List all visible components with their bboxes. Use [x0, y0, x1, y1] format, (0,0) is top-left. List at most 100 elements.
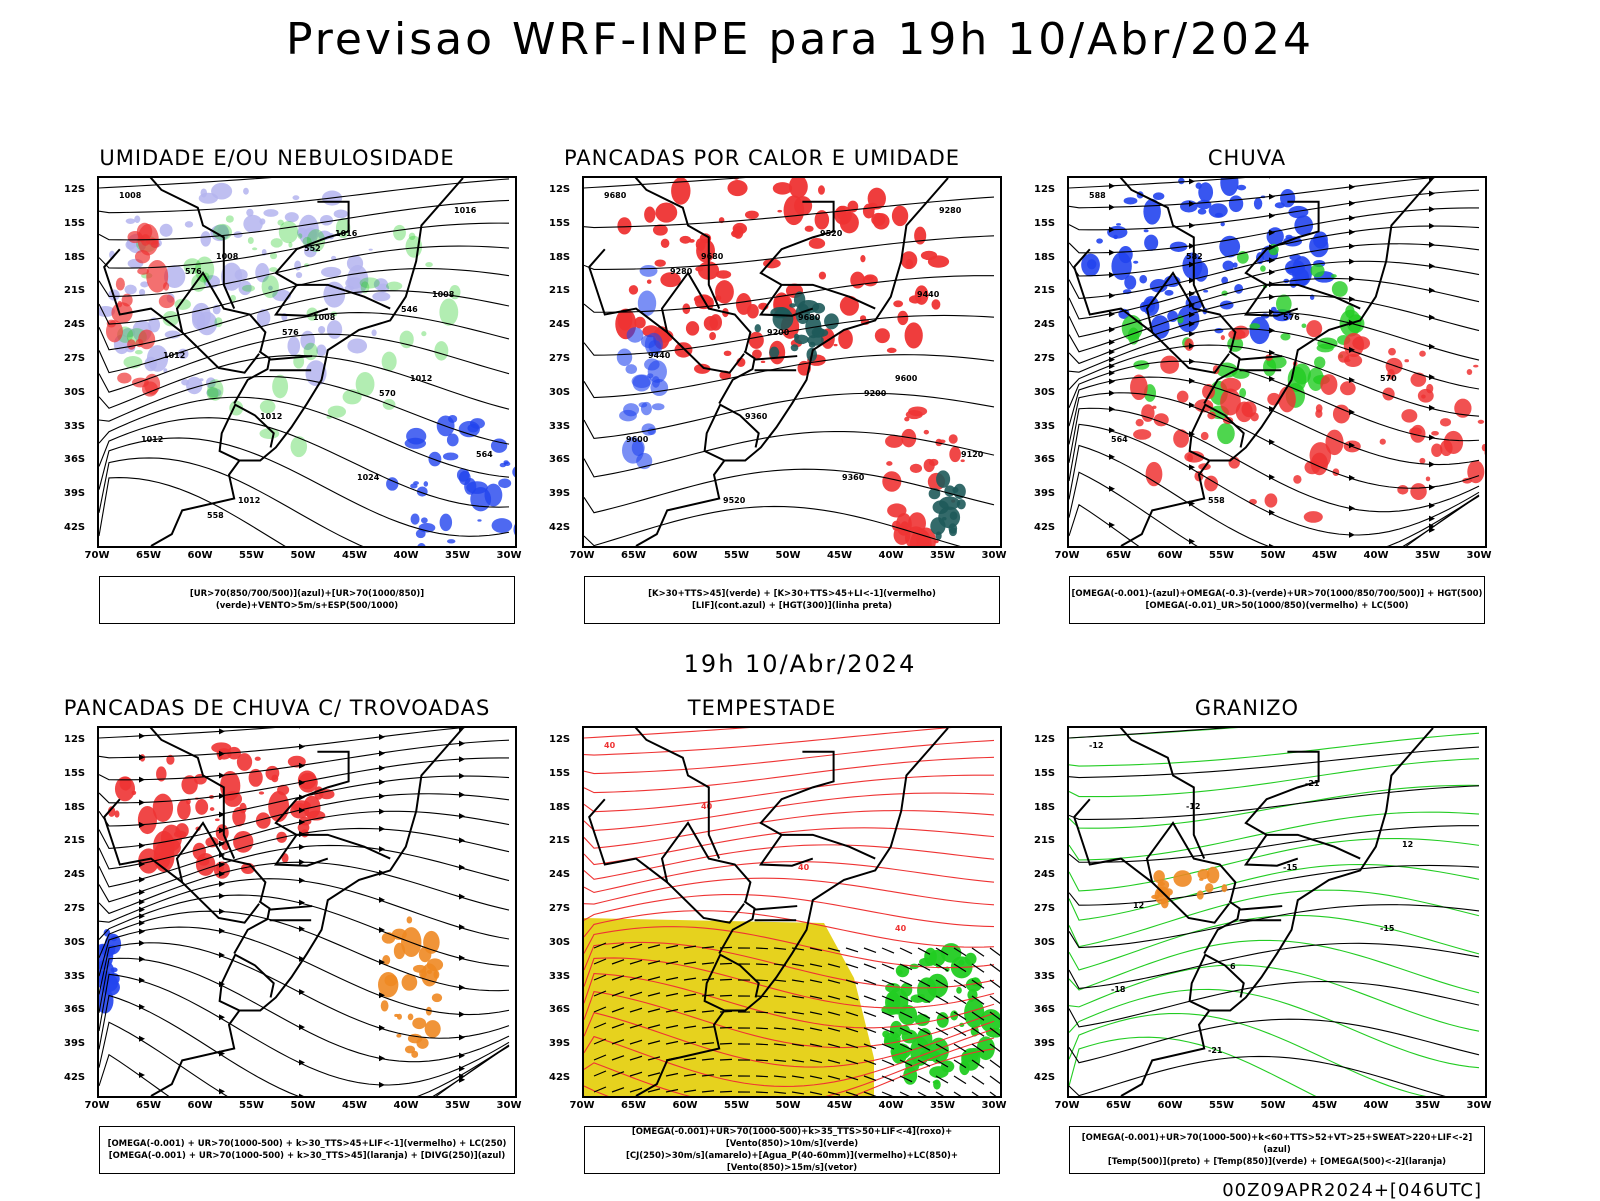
longitude-label: 50W: [776, 1100, 801, 1111]
latitude-label: 15S: [64, 768, 85, 779]
thunderstorm-red-field-cell: [216, 824, 229, 841]
convective-red-field-cell: [840, 296, 859, 316]
wind-vector: [882, 1060, 894, 1065]
rh-lavender-field-cell: [199, 193, 218, 204]
convective-red-field-cell: [761, 361, 766, 363]
contour-label: 1012: [410, 374, 432, 383]
convective-red-field-cell: [661, 239, 670, 248]
longitude-label: 70W: [85, 1100, 110, 1111]
omega-red-field-cell: [1333, 405, 1350, 424]
thunderstorm-orange-field-cell: [416, 1037, 428, 1048]
omega-blue-field-cell: [1220, 178, 1238, 196]
omega-green-field-cell: [1217, 423, 1235, 444]
omega-blue-field-cell: [1164, 290, 1173, 296]
thunderstorm-orange-field-cell: [412, 1018, 426, 1030]
rh-blue-field-cell: [421, 517, 428, 523]
longitude-label: 60W: [1158, 1100, 1183, 1111]
latitude-label: 27S: [1034, 353, 1055, 364]
flow-arrow: [1109, 311, 1115, 317]
wind-vector: [900, 948, 912, 954]
convective-red-field-cell: [905, 322, 923, 348]
latitude-label: 24S: [549, 319, 570, 330]
rh-green-field-cell: [242, 285, 255, 292]
convective-red-field-cell: [834, 344, 838, 346]
thickness-red-zone-cell: [116, 278, 125, 291]
convective-green-field-cell: [789, 303, 796, 307]
flow-arrow: [299, 900, 305, 906]
latitude-label: 36S: [64, 454, 85, 465]
lif-blue-contour-cell: [647, 373, 653, 378]
wind-vector: [882, 948, 894, 953]
map-trovoadas[interactable]: [97, 726, 517, 1098]
omega-red-field-cell: [1431, 431, 1439, 436]
convective-red-field-cell: [961, 459, 965, 462]
contour-label: 564: [476, 450, 493, 459]
flow-arrow: [1269, 194, 1275, 200]
omega-red-field: [1130, 320, 1485, 523]
panel-title: UMIDADE E/OU NEBULOSIDADE: [42, 146, 512, 170]
latitude-label: 36S: [549, 454, 570, 465]
rh-lavender-field-cell: [287, 337, 300, 356]
thunderstorm-red-field-cell: [153, 794, 173, 822]
contour-label: 558: [207, 511, 224, 520]
lif-blue-contour-cell: [627, 327, 644, 342]
wind-vector: [720, 963, 732, 964]
latitude-label: 42S: [64, 1072, 85, 1083]
convective-red-field-cell: [863, 274, 878, 286]
flow-arrow: [1429, 263, 1435, 269]
wind-vector: [990, 996, 1000, 1005]
latitude-label: 12S: [1034, 734, 1055, 745]
rh-green-field-cell: [214, 317, 222, 327]
flow-arrow: [1349, 229, 1355, 235]
contour-label: 1012: [260, 412, 282, 421]
latitude-label: 39S: [1034, 1038, 1055, 1049]
legend-box: [OMEGA(-0.001)+UR>70(1000-500)+k<60+TTS>…: [1069, 1126, 1485, 1174]
flow-arrow: [459, 955, 465, 961]
omega-blue-field-cell: [1209, 203, 1228, 218]
rh-green-field-cell: [226, 215, 234, 222]
thunderstorm-red-field-cell: [255, 757, 261, 761]
contour-label: 1008: [216, 252, 239, 261]
coastline: [1121, 728, 1433, 1096]
temp500-lines-line: [1069, 728, 1479, 738]
country-borders: [1074, 178, 1433, 546]
wind-vector: [990, 948, 1000, 957]
convective-green-field-cell: [794, 334, 799, 340]
lc250-streamlines-line: [99, 1022, 509, 1096]
panel-title: PANCADAS POR CALOR E UMIDADE: [527, 146, 997, 170]
flow-arrow: [1269, 294, 1275, 300]
convective-red-field-cell: [949, 446, 961, 462]
flow-arrow: [1349, 296, 1355, 302]
precipitable-water-lines-line: [584, 757, 994, 792]
latitude-label: 21S: [1034, 285, 1055, 296]
omega-blue-field-cell: [1133, 261, 1138, 264]
longitude-label: 50W: [291, 1100, 316, 1111]
convective-green-field-cell: [936, 470, 950, 488]
wind-vector: [882, 1092, 894, 1096]
rh-green-field-cell: [386, 282, 402, 291]
rh-blue-field: [386, 415, 515, 546]
omega-blue-field-cell: [1275, 202, 1285, 208]
convective-red-field-cell: [680, 236, 691, 244]
omega-red-field-cell: [1146, 462, 1163, 486]
contour-label: -15: [1380, 924, 1395, 933]
contour-label: 9200: [767, 328, 790, 337]
omega-blue-field-cell: [1096, 238, 1103, 243]
contour-label: 6: [1230, 962, 1236, 971]
latitude-label: 18S: [549, 252, 570, 263]
flow-arrow: [459, 984, 465, 990]
convective-green-field-cell: [791, 344, 799, 351]
contour-label: 1024: [357, 473, 380, 482]
thickness-red-zone-cell: [127, 339, 136, 350]
longitude-label: 30W: [982, 550, 1007, 561]
border-line: [1246, 752, 1319, 835]
wind-vector: [936, 1092, 948, 1096]
legend-line: [CJ(250)>30m/s](amarelo)+[Agua_P(40-60mm…: [585, 1150, 999, 1174]
